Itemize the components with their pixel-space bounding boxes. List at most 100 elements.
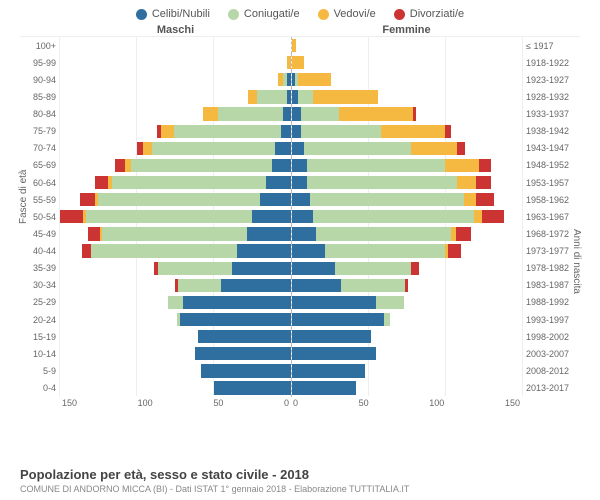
segment-w [248,90,257,103]
chart-subtitle: COMUNE DI ANDORNO MICCA (BI) - Dati ISTA… [20,484,580,494]
segment-w [474,210,482,223]
segment-w [381,125,446,138]
birth-label: 1943-1947 [522,143,580,153]
segment-c [102,227,248,240]
segment-d [457,142,465,155]
female-bar [292,54,523,71]
male-bar [60,54,292,71]
birth-label: 1958-1962 [522,195,580,205]
segment-c [218,107,283,120]
segment-s [292,210,314,223]
segment-d [476,176,491,189]
segment-d [411,262,419,275]
segment-w [445,159,479,172]
male-bar [60,88,292,105]
segment-s [292,176,307,189]
segment-c [304,142,412,155]
segment-s [198,330,290,343]
legend-swatch [228,9,239,20]
segment-w [411,142,457,155]
male-bar [60,208,292,225]
segment-c [91,244,237,257]
birth-label: 1983-1987 [522,280,580,290]
male-header: Maschi [60,24,291,36]
birth-label: 1978-1982 [522,263,580,273]
age-row: 70-74 1943-1947 [20,140,580,157]
segment-w [287,56,290,69]
segment-s [221,279,290,292]
segment-w [203,107,218,120]
legend-label: Vedovi/e [334,8,376,20]
birth-label: ≤ 1917 [522,41,580,51]
segment-c [341,279,406,292]
age-row: 65-691948-1952 [20,157,580,174]
age-label: 75-79 [20,126,60,136]
segment-s [237,244,291,257]
segment-s [252,210,290,223]
segment-c [98,193,259,206]
segment-c [307,176,458,189]
age-row: 95-991918-1922 [20,54,580,71]
segment-d [88,227,100,240]
male-bar [60,174,292,191]
male-bar [60,294,292,311]
legend-item: Vedovi/e [318,8,376,20]
segment-s [283,107,291,120]
male-bar [60,243,292,260]
segment-c [384,313,390,326]
age-label: 0-4 [20,383,60,393]
x-tick: 50 [359,398,369,408]
age-label: 70-74 [20,143,60,153]
female-bar [292,208,523,225]
male-bar [60,277,292,294]
segment-c [152,142,275,155]
female-bar [292,106,523,123]
segment-s [183,296,291,309]
birth-label: 1963-1967 [522,212,580,222]
female-bar [292,174,523,191]
segment-c [178,279,221,292]
segment-c [112,176,266,189]
male-bar [60,140,292,157]
age-label: 5-9 [20,366,60,376]
age-row: 90-941923-1927 [20,71,580,88]
segment-s [292,381,357,394]
male-bar [60,328,292,345]
age-row: 30-341983-1987 [20,277,580,294]
male-bar [60,71,292,88]
segment-c [307,159,445,172]
legend-item: Divorziati/e [394,8,464,20]
segment-s [292,107,301,120]
segment-d [456,227,471,240]
legend-item: Celibi/Nubili [136,8,210,20]
female-bar [292,140,523,157]
footer: Popolazione per età, sesso e stato civil… [20,467,580,494]
segment-d [115,159,124,172]
segment-s [292,330,372,343]
female-bar [292,123,523,140]
segment-d [448,244,460,257]
chart-title: Popolazione per età, sesso e stato civil… [20,467,580,482]
age-label: 65-69 [20,160,60,170]
segment-c [316,227,451,240]
birth-label: 1928-1932 [522,92,580,102]
female-bar [292,362,523,379]
segment-s [292,125,301,138]
segment-d [479,159,491,172]
male-bar [60,157,292,174]
segment-c [131,159,272,172]
segment-s [292,227,317,240]
x-axis: 150100500 050100150 [20,398,580,408]
birth-label: 2008-2012 [522,366,580,376]
female-bar [292,294,523,311]
segment-c [174,125,282,138]
age-row: 40-441973-1977 [20,243,580,260]
segment-s [272,159,290,172]
age-row: 85-891928-1932 [20,88,580,105]
segment-c [86,210,252,223]
age-row: 50-541963-1967 [20,208,580,225]
age-row: 5-9 2008-2012 [20,362,580,379]
female-bar [292,157,523,174]
segment-d [476,193,494,206]
segment-s [281,125,290,138]
